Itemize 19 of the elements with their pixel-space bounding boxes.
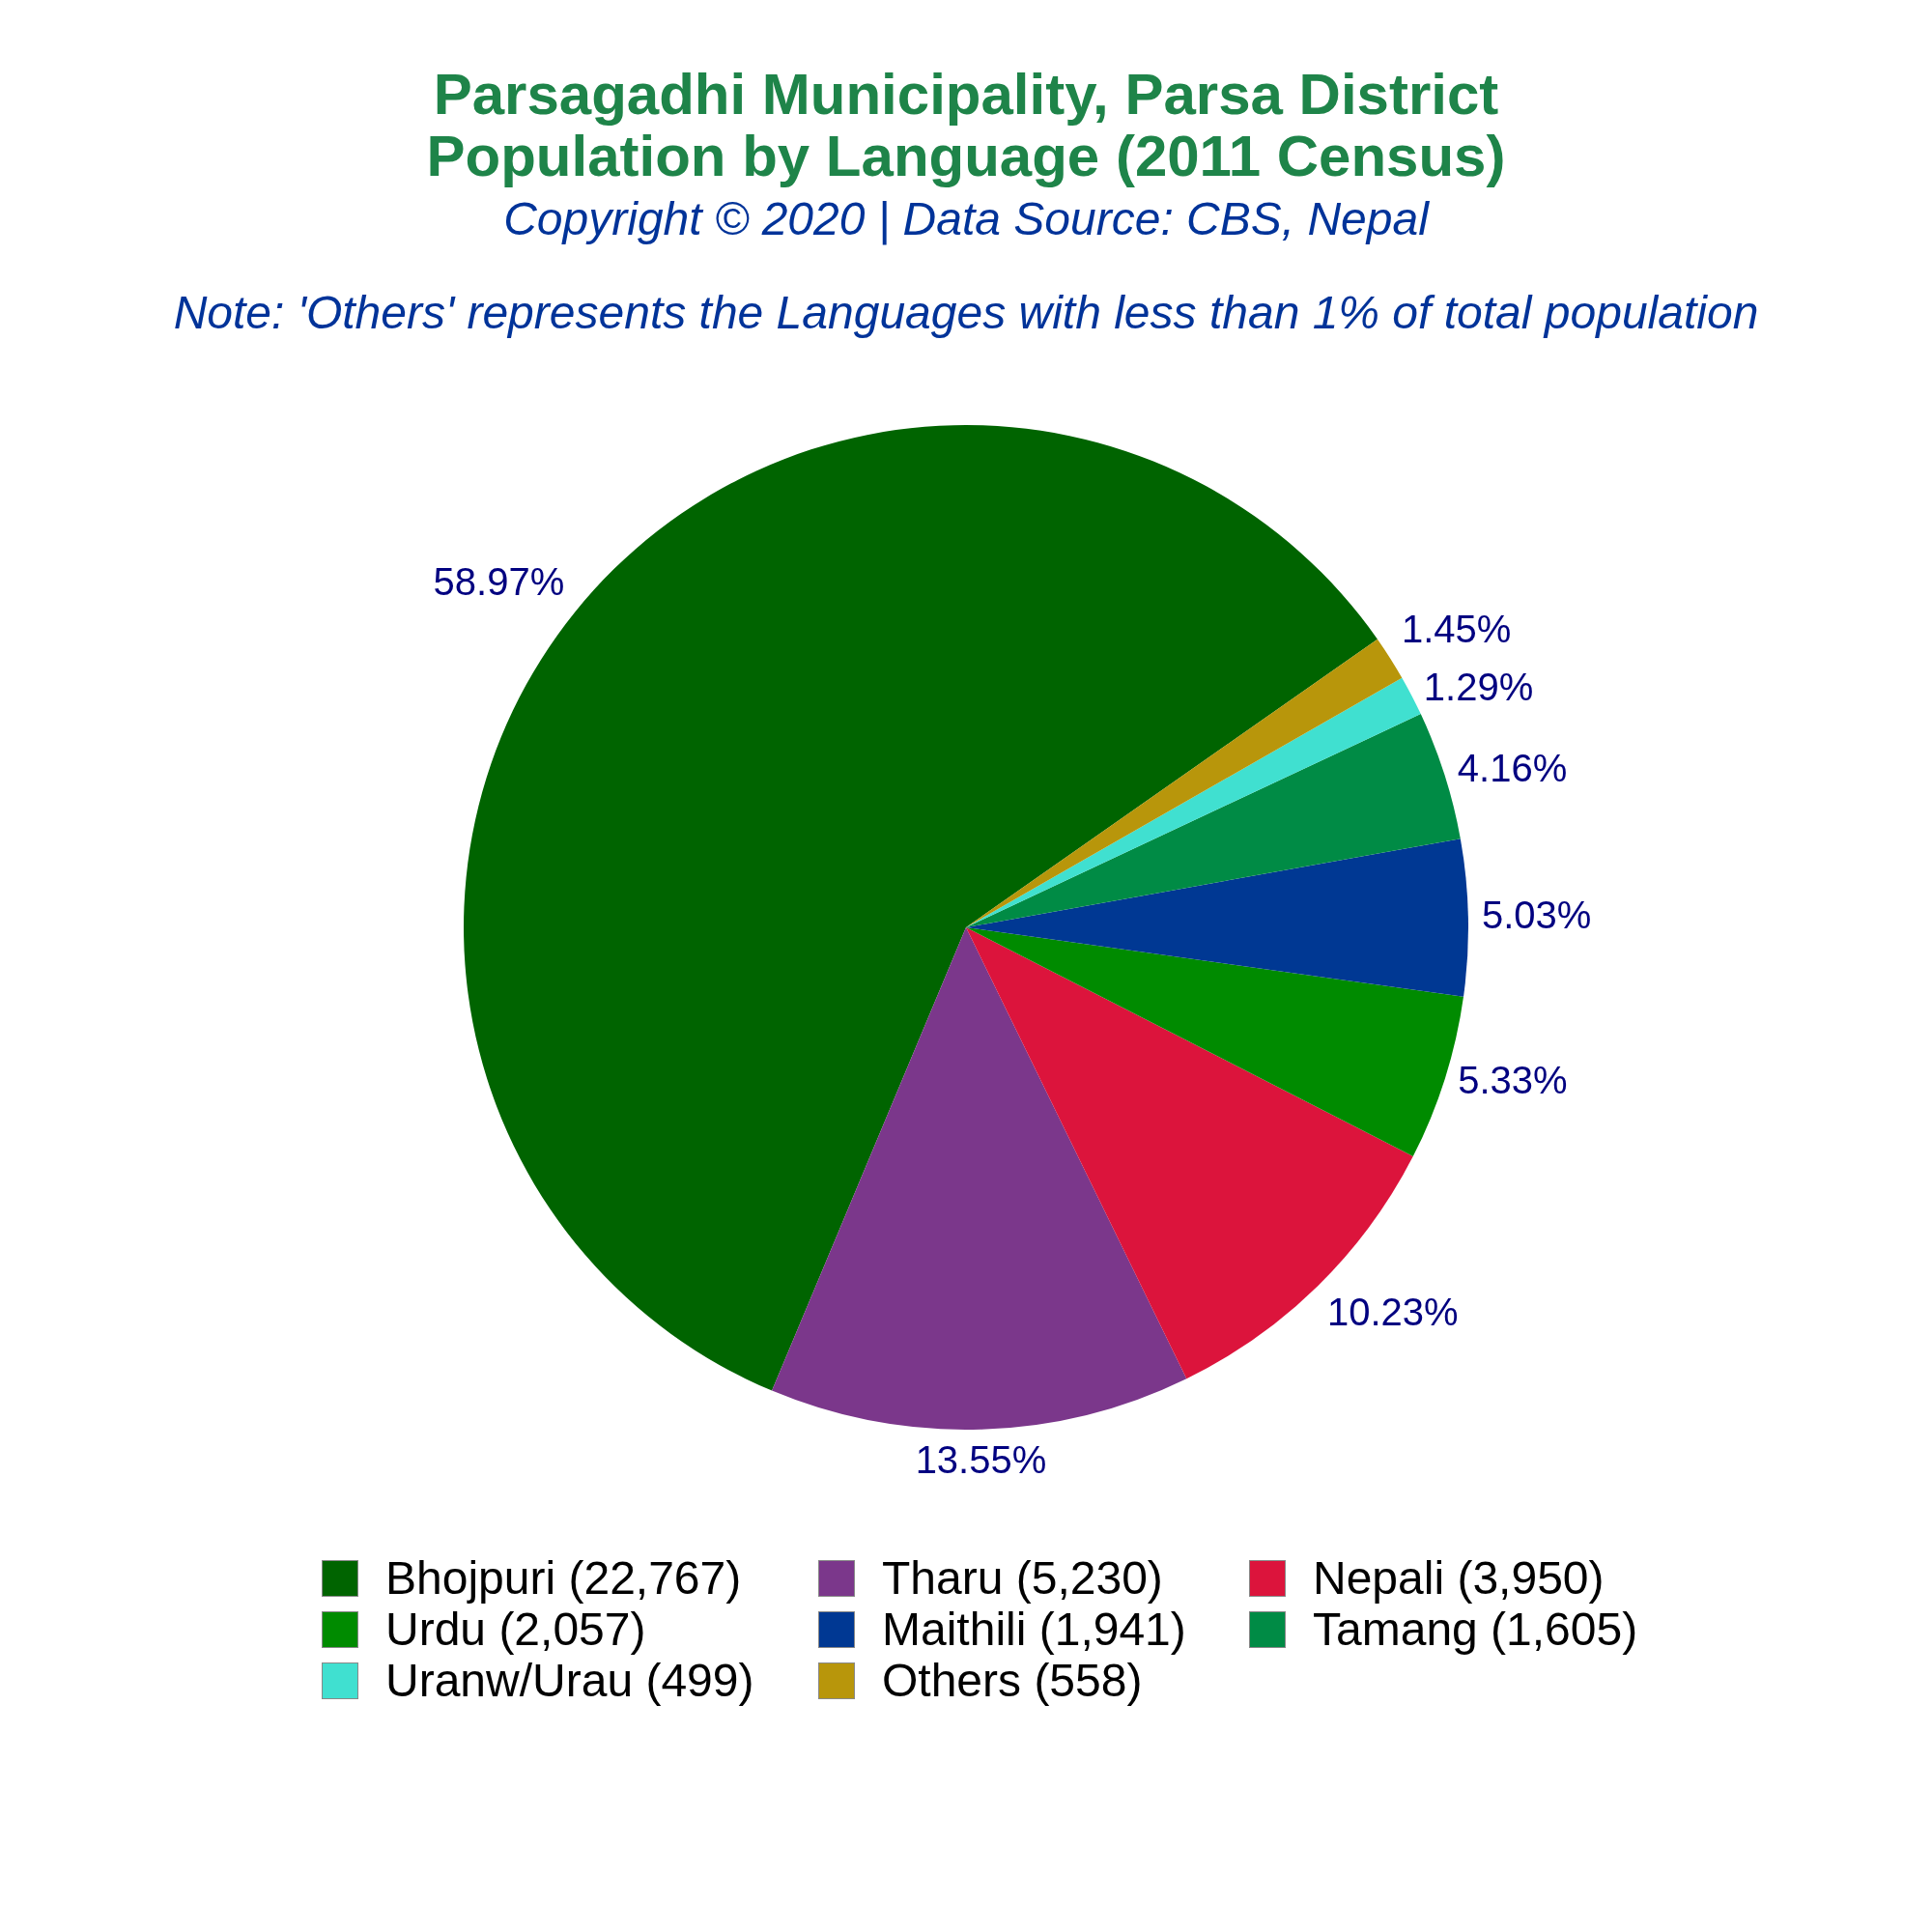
legend-label: Urdu (2,057) bbox=[385, 1604, 646, 1655]
legend-label: Tamang (1,605) bbox=[1313, 1604, 1638, 1655]
legend-label: Tharu (5,230) bbox=[882, 1552, 1163, 1604]
legend-label: Uranw/Urau (499) bbox=[385, 1655, 754, 1706]
data-label: 5.03% bbox=[1481, 893, 1592, 936]
data-label: 58.97% bbox=[433, 559, 565, 603]
data-label: 10.23% bbox=[1327, 1291, 1459, 1334]
data-label: 5.33% bbox=[1458, 1058, 1568, 1101]
legend-label: Bhojpuri (22,767) bbox=[385, 1552, 742, 1604]
legend-label: Others (558) bbox=[882, 1655, 1143, 1706]
data-label: 1.45% bbox=[1401, 607, 1512, 650]
text: Note: 'Others' represents the Languages with less than 1% of total population bbox=[172, 286, 1760, 340]
legend-label: Maithili (1,941) bbox=[882, 1604, 1186, 1655]
chart-title: Parsagadhi Municipality, Parsa District Population by Language (2011 Census) bbox=[425, 62, 1507, 188]
data-label: 13.55% bbox=[915, 1437, 1047, 1481]
legend-label: Nepali (3,950) bbox=[1313, 1552, 1605, 1604]
data-label: 4.16% bbox=[1457, 747, 1568, 790]
chart-subtitle: Copyright © 2020 | Data Source: CBS, Nepal bbox=[502, 192, 1431, 246]
data-label: 1.29% bbox=[1423, 665, 1534, 708]
